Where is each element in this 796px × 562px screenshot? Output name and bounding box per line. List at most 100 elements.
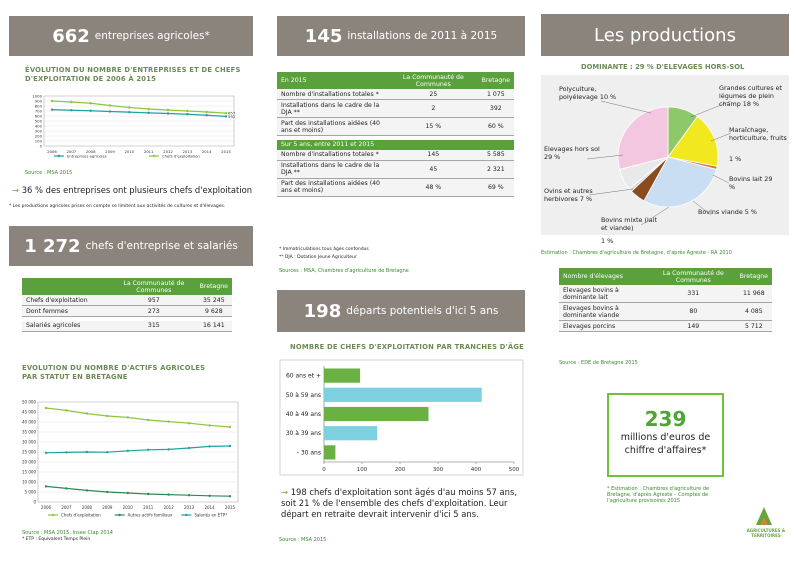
data-point — [186, 113, 189, 116]
x-tick-label: 2013 — [182, 149, 192, 154]
table-header-cell: La Communauté de Communes — [112, 278, 196, 295]
row-value-bzh: 392 — [477, 99, 514, 118]
leader-line — [690, 100, 732, 118]
data-point — [50, 108, 54, 111]
data-point — [187, 422, 191, 425]
pie-slice — [643, 156, 717, 208]
data-point — [65, 409, 68, 412]
installations-source: Sources : MSA, Chambres d'agriculture de… — [279, 268, 409, 274]
arrow-icon: → — [281, 487, 291, 497]
x-tick-label: 300 — [433, 467, 444, 473]
x-tick-label: 0 — [322, 467, 326, 473]
row-value-cc: 145 — [389, 149, 478, 161]
table-row: Elevages porcins 149 5 712 — [559, 320, 772, 332]
table-header-cell: Bretagne — [195, 278, 232, 295]
y-tick-label: 500 — [35, 119, 43, 124]
x-tick-label: 2012 — [164, 505, 175, 510]
fact-text: 198 chefs d'exploitation sont âgés d'au … — [281, 487, 517, 519]
row-value-cc: 957 — [112, 295, 196, 306]
x-tick-label: 2011 — [144, 149, 154, 154]
end-value-label: 657 — [228, 111, 236, 116]
x-tick-label: 2009 — [102, 505, 113, 510]
table-header-row: Sur 5 ans, entre 2011 et 2015 — [277, 139, 514, 150]
table-chefs-salaries: La Communauté de Communes Bretagne Chefs… — [22, 278, 232, 332]
data-point — [167, 493, 170, 496]
pie-label: Maraîchage, horticulture, fruits — [729, 126, 787, 142]
chart2-source: Source : MSA 2015, Insee Clap 2014 — [22, 530, 113, 536]
row-value-bzh: 60 % — [477, 117, 514, 136]
category-label: 40 à 49 ans — [286, 411, 321, 418]
y-tick-label: 10 000 — [22, 480, 36, 485]
x-tick-label: 2014 — [202, 149, 212, 154]
pie-label: Bovins lait 29 % — [729, 175, 772, 191]
x-tick-label: 2007 — [66, 149, 76, 154]
pie-label: 1 % — [729, 155, 741, 163]
table-header-row: Nombre d'élevages La Communauté de Commu… — [559, 268, 772, 285]
y-tick-label: 15 000 — [22, 470, 36, 475]
legend-label: Chefs d'exploitation — [162, 154, 200, 159]
pie-slice — [617, 106, 669, 170]
pie-label: Polyculture, polyélevage 10 % — [559, 85, 616, 101]
pie-title: DOMINANTE : 29 % D'ELEVAGES HORS-SOL — [581, 63, 745, 71]
fact-text: 36 % des entreprises ont plusieurs chefs… — [21, 185, 253, 195]
data-point — [208, 445, 211, 448]
row-value-cc: 331 — [651, 285, 736, 303]
x-tick-label: 2015 — [221, 149, 231, 154]
y-tick-label: 45 000 — [22, 410, 36, 415]
x-tick-label: 2009 — [105, 149, 115, 154]
data-point — [65, 451, 68, 454]
row-value-bzh: 9 628 — [195, 305, 232, 317]
data-point — [126, 449, 129, 452]
y-tick-label: 20 000 — [22, 460, 36, 465]
x-tick-label: 2015 — [225, 505, 236, 510]
data-point — [166, 108, 170, 112]
data-point — [187, 446, 191, 450]
chart2-actifs-agricoles: 0 5 000 10 000 15 000 20 000 25 000 30 000 35 0… — [22, 400, 239, 518]
x-tick-label: 2008 — [82, 505, 93, 510]
pie-label: Grandes cultures et légumes de plein cha… — [719, 84, 782, 108]
bar — [324, 445, 336, 460]
chart3-tranches-age: 0 100 200 300 400 500 60 ans et + 50 à 59 ans 40… — [279, 359, 524, 476]
banner-value: 662 — [52, 25, 90, 47]
row-value-bzh: 4 085 — [735, 302, 772, 321]
banner-label: entreprises agricoles* — [94, 30, 210, 42]
kpi-value: 239 — [644, 407, 687, 431]
y-tick-label: 100 — [35, 139, 43, 144]
arrow-icon: → — [12, 185, 22, 195]
fact-plusieurs-chefs: → 36 % des entreprises ont plusieurs che… — [12, 185, 262, 196]
data-point — [224, 111, 228, 115]
category-label: - 30 ans — [297, 449, 321, 456]
y-tick-label: 40 000 — [22, 420, 36, 425]
row-label: Elevages porcins — [559, 320, 651, 332]
kpi-label: millions d'euros de chiffre d'affaires* — [620, 432, 711, 456]
data-point — [147, 492, 150, 496]
banner-label: chefs d'entreprise et salariés — [85, 240, 238, 252]
data-point — [44, 485, 48, 488]
row-label: Part des installations aidées (40 ans et… — [277, 178, 389, 197]
table-row: Installations dans le cadre de la DJA **… — [277, 99, 514, 118]
table-header-row: La Communauté de Communes Bretagne — [22, 278, 232, 295]
data-point — [228, 495, 232, 498]
row-value-cc: 149 — [651, 320, 736, 332]
x-tick-label: 500 — [509, 467, 520, 473]
bar — [324, 387, 482, 402]
pie-label: Elevages hors sol 29 % — [544, 145, 600, 161]
data-point — [70, 109, 73, 112]
row-value-cc: 315 — [112, 320, 196, 332]
banner-title: Les productions — [594, 24, 736, 46]
table-row: Nombre d'installations totales * 145 5 5… — [277, 149, 514, 161]
data-point — [108, 104, 112, 107]
pie-label: Bovins viande 5 % — [698, 208, 757, 216]
y-tick-label: 25 000 — [22, 450, 36, 455]
x-tick-label: 2010 — [123, 505, 134, 510]
end-value-label: 592 — [228, 114, 236, 119]
row-value-cc: 80 — [651, 302, 736, 321]
kpi-note: * Estimation : Chambres d'agriculture de… — [607, 486, 710, 504]
bar — [324, 426, 378, 441]
note-immatriculations: * Immatriculations tous âges confondus — [279, 247, 369, 252]
data-point — [89, 109, 92, 112]
legend-label: Autres actifs familiaux — [128, 513, 173, 518]
fact-departs: → 198 chefs d'exploitation sont âgés d'a… — [281, 487, 521, 520]
table-row: Chefs d'exploitation 957 35 245 — [22, 295, 232, 306]
banner-label: installations de 2011 à 2015 — [347, 30, 498, 42]
